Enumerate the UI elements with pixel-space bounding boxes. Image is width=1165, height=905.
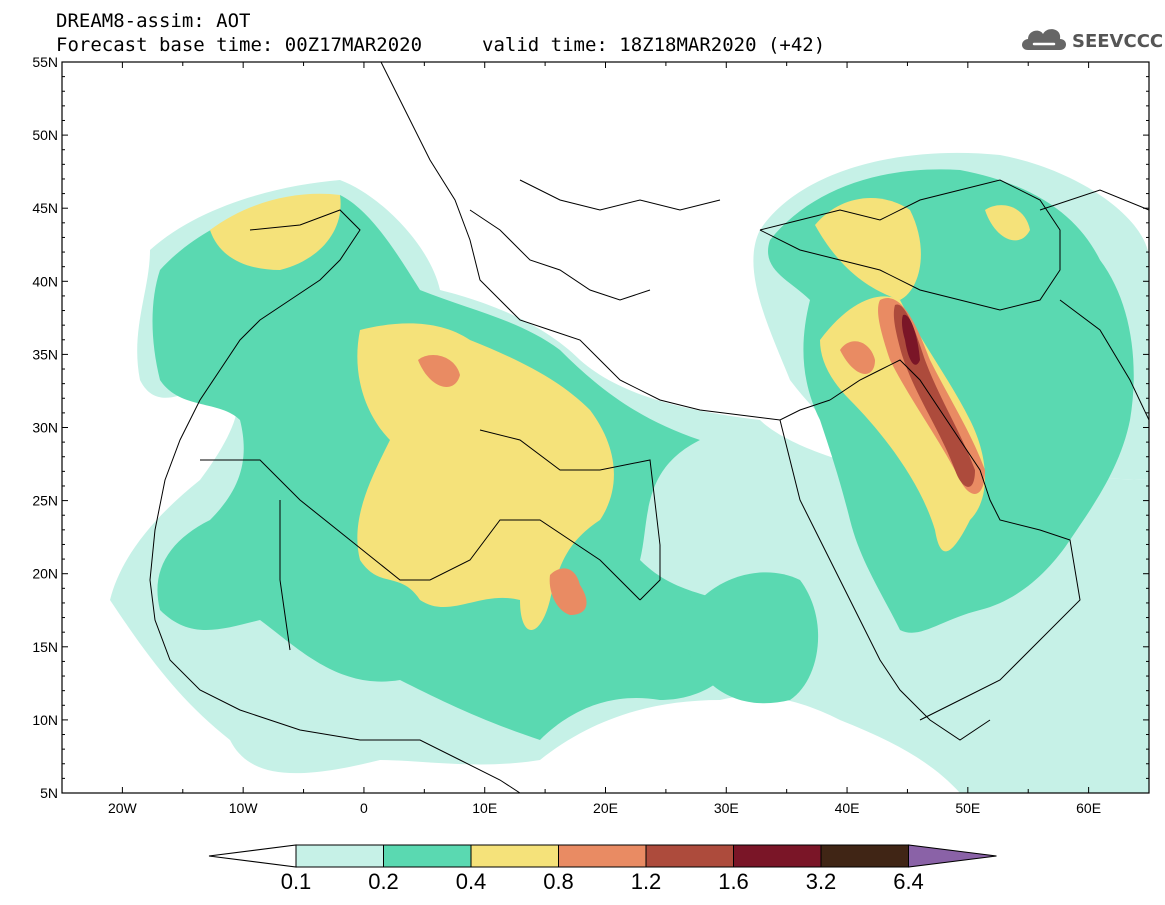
lat-label: 50N — [32, 127, 58, 143]
colorbar: 0.1 0.2 0.4 0.8 1.2 1.6 3.2 6.4 — [208, 844, 997, 894]
lon-label: 20E — [593, 800, 618, 816]
colorbar-box — [645, 844, 734, 868]
map-title: DREAM8-assim: AOT — [56, 10, 251, 32]
lon-label: 50E — [955, 800, 980, 816]
colorbar-label: 0.8 — [543, 869, 574, 894]
lat-label: 15N — [32, 639, 58, 655]
aot-contour-0.8-chad — [549, 568, 587, 615]
longitude-labels: 20W 10W 0 10E 20E 30E 40E 50E 60E — [108, 800, 1101, 816]
lat-label: 30N — [32, 420, 58, 436]
colorbar-label: 0.4 — [456, 869, 487, 894]
aot-contour-0.4-caspian — [985, 205, 1030, 241]
aot-contour-0.2-sudan — [680, 572, 819, 704]
lat-label: 45N — [32, 200, 58, 216]
lat-label: 55N — [32, 54, 58, 70]
logo-wordmark: SEEVCCC — [1072, 31, 1164, 52]
colorbar-box — [820, 844, 909, 868]
latitude-labels: 55N 50N 45N 40N 35N 30N 25N 20N 15N 10N 5N — [32, 54, 58, 801]
lat-label: 5N — [40, 785, 58, 801]
colorbar-label: 6.4 — [893, 869, 924, 894]
forecast-base-time: Forecast base time: 00Z17MAR2020 — [56, 34, 423, 56]
lat-label: 25N — [32, 493, 58, 509]
colorbar-label: 1.2 — [631, 869, 662, 894]
cloud-logo-icon — [1022, 29, 1066, 50]
colorbar-box — [470, 844, 559, 868]
colorbar-over-arrow — [908, 844, 997, 868]
colorbar-box — [733, 844, 822, 868]
aot-contour-0.4-caucasus — [815, 198, 921, 300]
aot-field — [110, 152, 1149, 793]
aot-contour-0.8-iraq — [840, 341, 875, 374]
lon-label: 0 — [360, 800, 368, 816]
lon-label: 10W — [229, 800, 259, 816]
lat-label: 20N — [32, 566, 58, 582]
colorbar-label: 1.6 — [718, 869, 749, 894]
colorbar-box — [295, 844, 384, 868]
colorbar-label: 3.2 — [806, 869, 837, 894]
lat-label: 40N — [32, 273, 58, 289]
lon-label: 20W — [108, 800, 138, 816]
colorbar-box — [558, 844, 647, 868]
colorbar-box — [383, 844, 472, 868]
valid-time: valid time: 18Z18MAR2020 (+42) — [482, 34, 826, 56]
colorbar-under-arrow — [208, 844, 297, 868]
lon-label: 10E — [472, 800, 497, 816]
aot-contour-0.4-iberia — [210, 193, 341, 270]
colorbar-label: 0.1 — [281, 869, 312, 894]
aot-contour-1.6-gulf — [901, 314, 920, 365]
colorbar-label: 0.2 — [368, 869, 399, 894]
lat-label: 10N — [32, 712, 58, 728]
lon-label: 40E — [835, 800, 860, 816]
lon-label: 30E — [714, 800, 739, 816]
aot-contour-0.4-sahara — [357, 323, 614, 630]
lon-label: 60E — [1076, 800, 1101, 816]
aot-contour-0.8-algeria — [418, 355, 460, 387]
lat-label: 35N — [32, 346, 58, 362]
coastlines — [149, 62, 1149, 793]
axis-ticks — [62, 61, 1149, 794]
